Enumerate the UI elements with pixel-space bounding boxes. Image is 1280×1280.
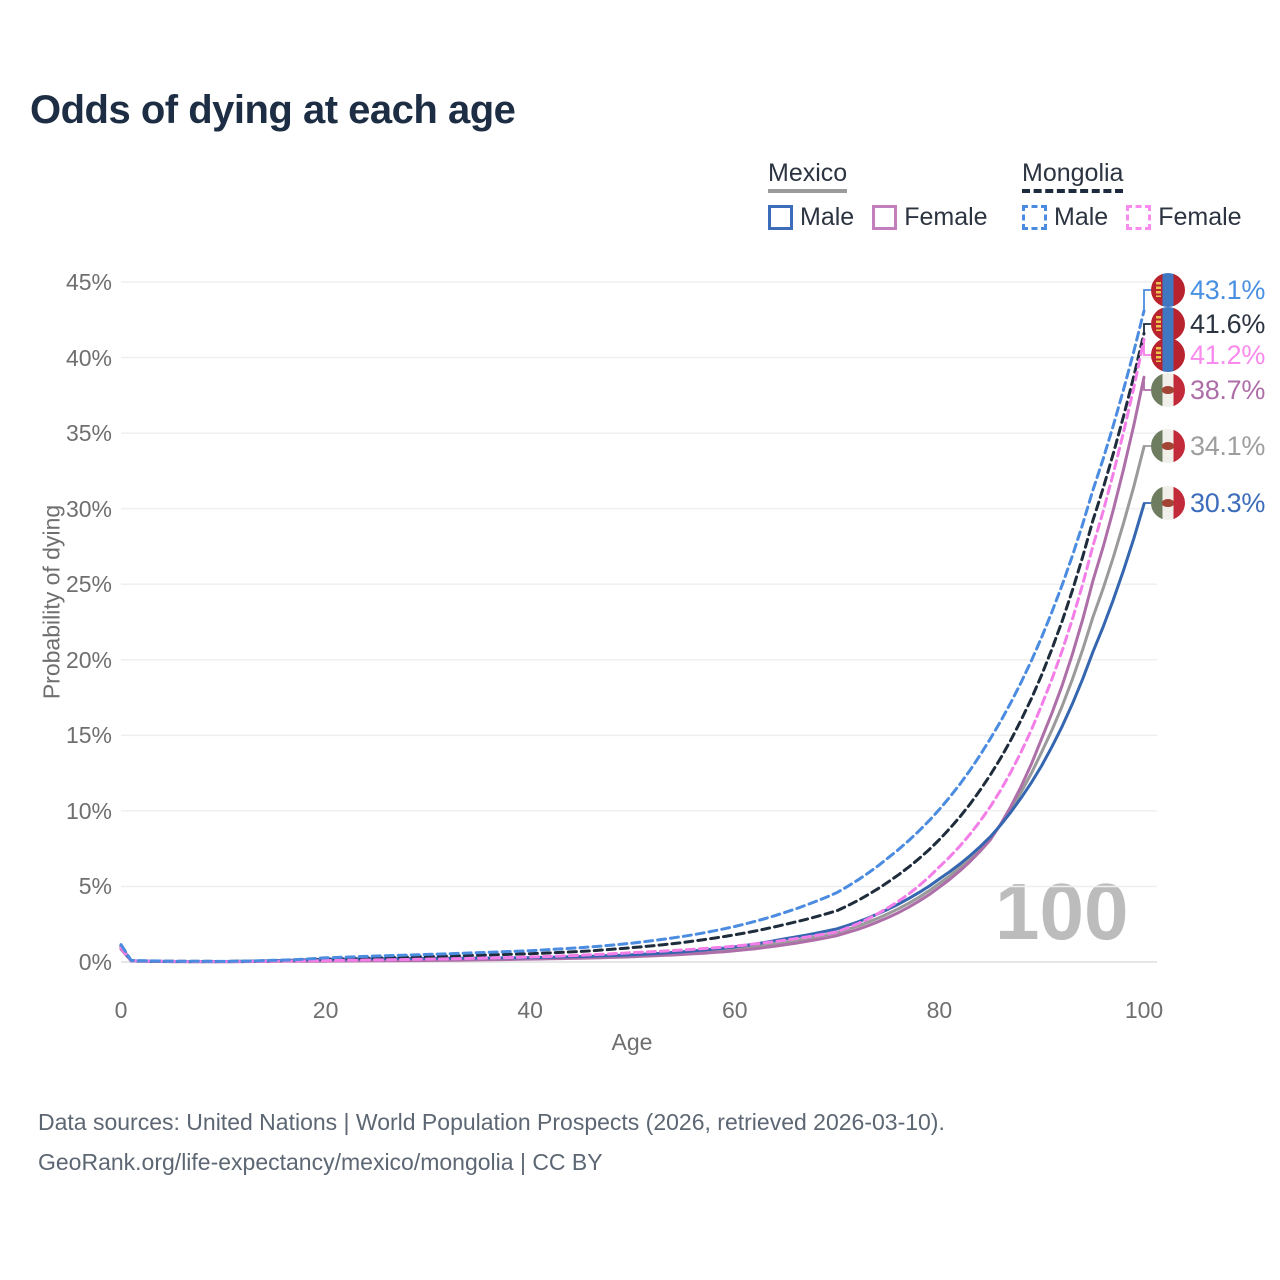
- end-label-mexico-male: 30.3%: [1151, 486, 1265, 520]
- mongolia-flag-icon: [1151, 307, 1185, 341]
- end-label-mexico-female: 38.7%: [1151, 373, 1265, 407]
- legend-mexico: Mexico Male Female: [768, 160, 988, 232]
- end-label-mongolia-male: 43.1%: [1151, 273, 1265, 307]
- legend-item-mexico-female[interactable]: Female: [872, 203, 988, 232]
- curve-mongolia-male: [119, 309, 1146, 963]
- end-label-value: 41.2%: [1190, 339, 1266, 370]
- legend-mongolia-male-label: Male: [1054, 203, 1109, 231]
- y-tick-label: 25%: [65, 571, 112, 598]
- leader-line-mexico-female: [1143, 377, 1151, 391]
- mongolia-flag-icon: [1151, 338, 1185, 372]
- y-tick-label: 40%: [65, 344, 112, 371]
- x-tick-label: 0: [114, 997, 128, 1023]
- legend-mongolia: Mongolia Male Female: [1022, 160, 1242, 232]
- mortality-curves: [119, 309, 1146, 964]
- y-tick-label: 20%: [65, 646, 112, 673]
- x-tick-label: 100: [1124, 997, 1164, 1023]
- y-tick-label: 35%: [65, 420, 112, 447]
- label-leader-lines: [1143, 289, 1151, 505]
- end-label-value: 43.1%: [1190, 274, 1266, 305]
- end-label-value: 41.6%: [1190, 308, 1266, 339]
- y-tick-label: 30%: [65, 495, 112, 522]
- mexico-flag-icon: [1151, 486, 1185, 520]
- end-label-value: 30.3%: [1190, 487, 1266, 518]
- x-tick-label: 20: [312, 997, 339, 1023]
- data-sources-text: Data sources: United Nations | World Pop…: [38, 1109, 945, 1135]
- curve-mexico-female: [119, 375, 1146, 964]
- leader-line-mexico-both: [1143, 445, 1151, 447]
- end-label-value: 38.7%: [1190, 374, 1266, 405]
- leader-line-mongolia-male: [1143, 289, 1151, 311]
- age-counter-watermark: 100: [995, 867, 1129, 956]
- mongolia-flag-icon: [1151, 273, 1185, 307]
- mongolia-female-swatch-icon: [1126, 205, 1152, 230]
- end-label-mongolia-female: 41.2%: [1151, 338, 1265, 372]
- curve-mongolia-female: [119, 337, 1146, 963]
- legend-item-mongolia-female[interactable]: Female: [1126, 203, 1242, 232]
- mongolia-male-swatch-icon: [1022, 205, 1047, 230]
- legend-mexico-label: Mexico: [768, 160, 848, 193]
- end-label-mongolia-both: 41.6%: [1151, 307, 1265, 341]
- end-label-mexico-both: 34.1%: [1151, 429, 1265, 463]
- y-tick-label: 10%: [65, 797, 112, 824]
- curve-mexico-both: [119, 445, 1146, 964]
- end-label-value: 34.1%: [1190, 430, 1266, 461]
- mexico-flag-icon: [1151, 373, 1185, 407]
- y-tick-label: 45%: [65, 269, 112, 295]
- x-tick-label: 40: [517, 997, 543, 1023]
- mexico-female-swatch-icon: [872, 205, 898, 230]
- x-tick-label: 60: [722, 997, 748, 1023]
- legend-mexico-female-label: Female: [904, 203, 988, 231]
- leader-line-mexico-male: [1143, 502, 1151, 505]
- curve-mexico-male: [119, 502, 1146, 963]
- legend-mongolia-label: Mongolia: [1022, 160, 1124, 193]
- gridlines: [121, 281, 1157, 963]
- x-axis-title: Age: [611, 1029, 653, 1055]
- legend-item-mexico-male[interactable]: Male: [768, 203, 854, 232]
- y-tick-label: 5%: [78, 873, 112, 900]
- mexico-flag-icon: [1151, 429, 1185, 463]
- curve-mongolia-both: [119, 331, 1146, 963]
- attribution-text: GeoRank.org/life-expectancy/mexico/mongo…: [38, 1149, 603, 1175]
- leader-line-mongolia-both: [1143, 323, 1151, 334]
- leader-line-mongolia-female: [1143, 339, 1151, 356]
- legend-mongolia-female-label: Female: [1158, 203, 1242, 231]
- y-tick-label: 0%: [78, 949, 112, 975]
- legend-mexico-male-label: Male: [800, 203, 855, 231]
- x-tick-label: 80: [926, 997, 953, 1023]
- legend-item-mongolia-male[interactable]: Male: [1022, 203, 1108, 232]
- chart-title: Odds of dying at each age: [30, 88, 516, 132]
- mexico-male-swatch-icon: [768, 205, 793, 230]
- y-tick-label: 15%: [65, 722, 112, 749]
